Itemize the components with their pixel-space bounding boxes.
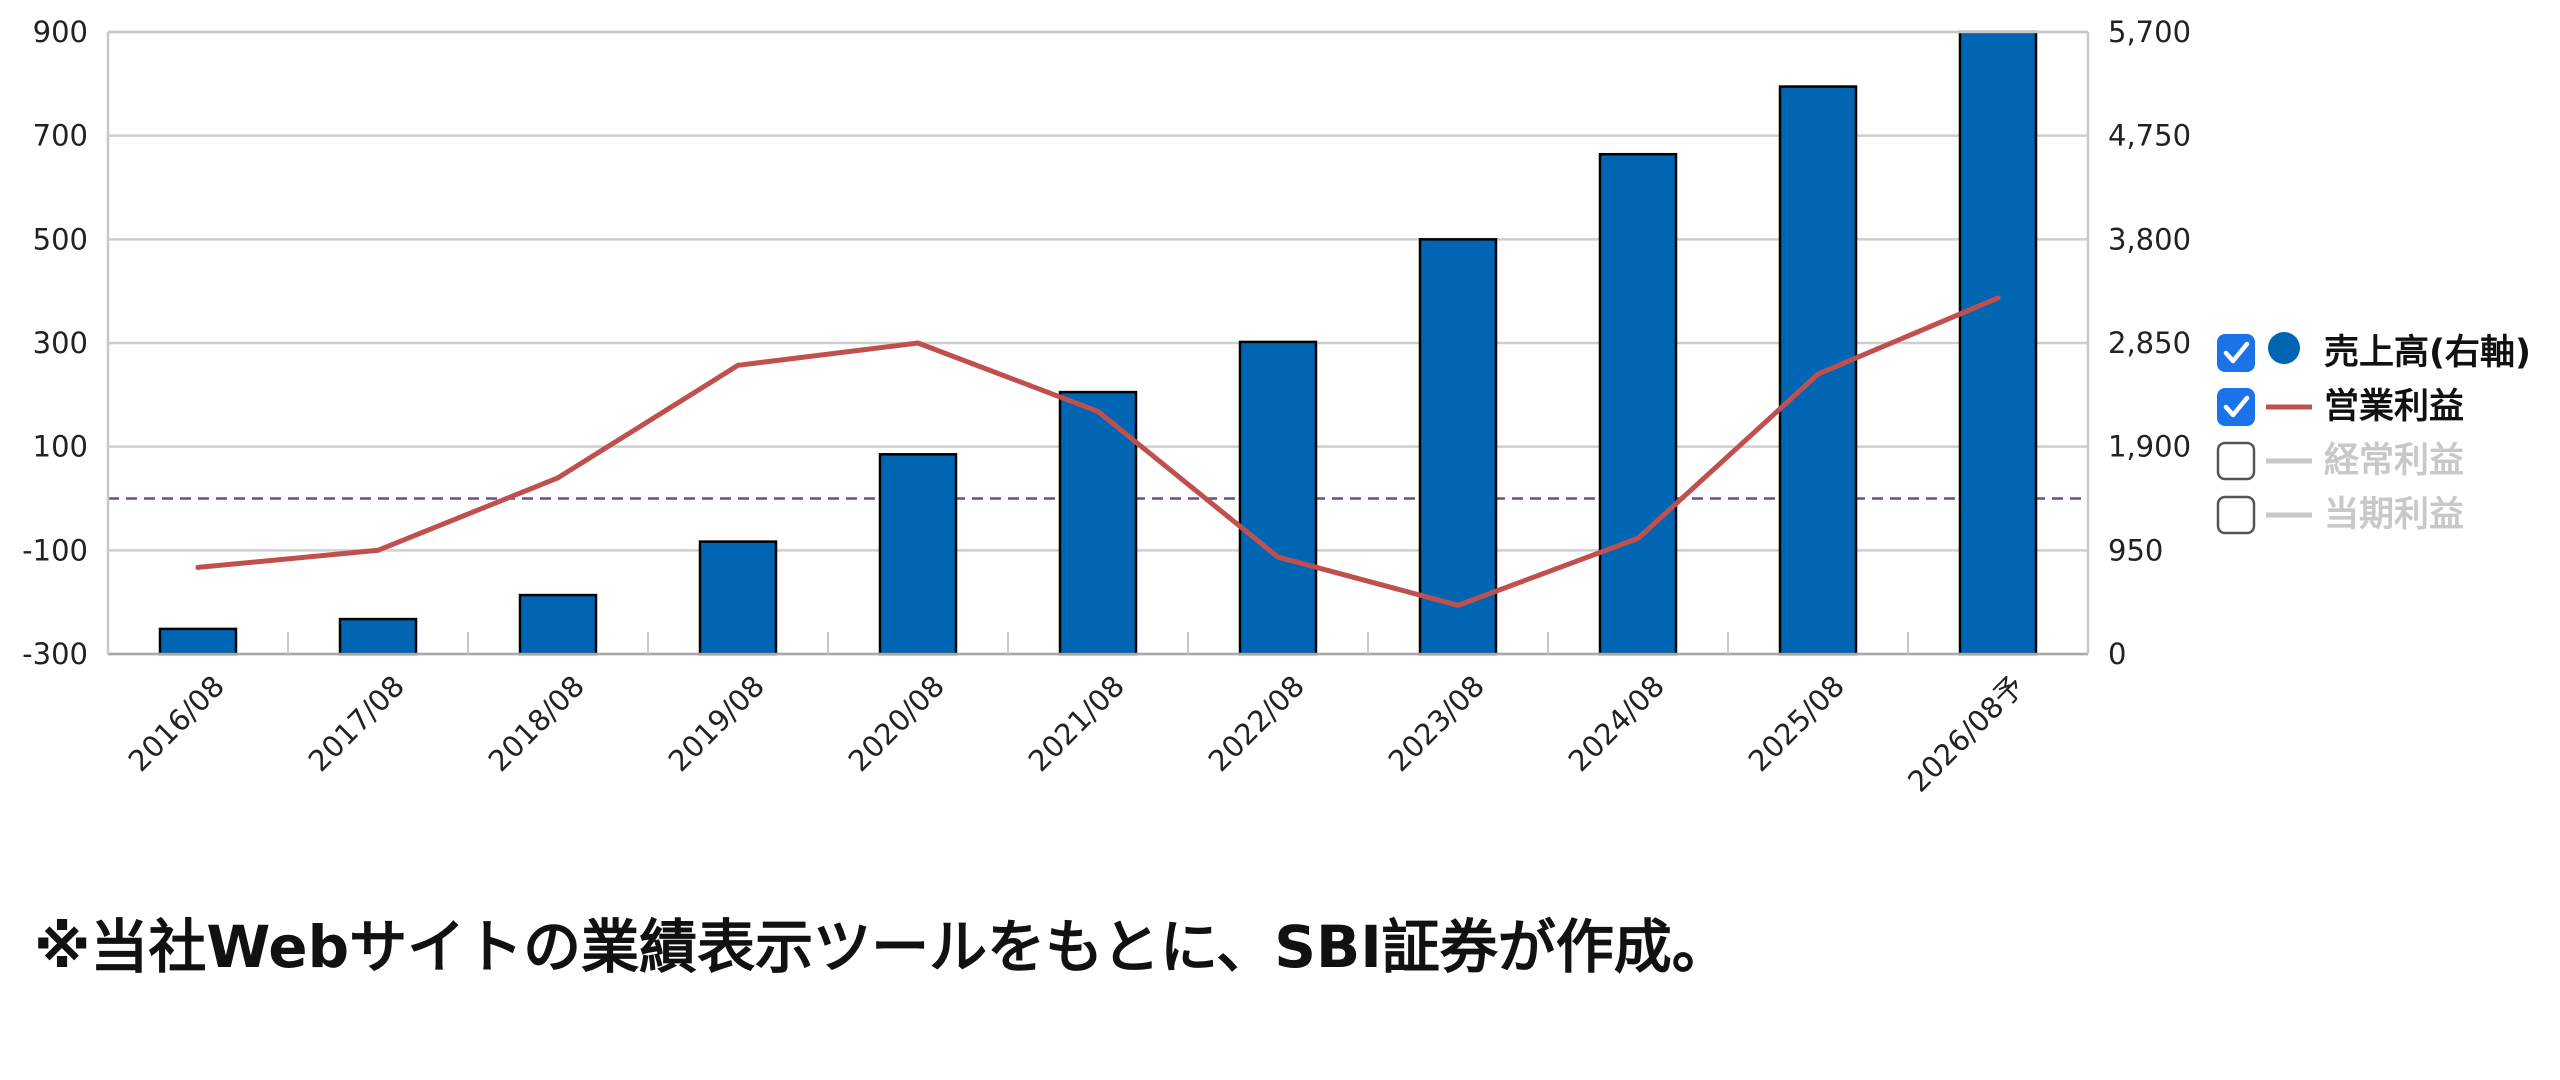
operating-profit-point-2019/08	[735, 362, 741, 368]
x-tick-label: 2018/08	[482, 669, 591, 778]
operating-profit-point-2025/08	[1815, 371, 1821, 377]
x-tick-label: 2016/08	[122, 669, 231, 778]
operating-profit-point-2026/08予	[1995, 295, 2001, 301]
legend-item[interactable]: 売上高(右軸)	[2217, 332, 2531, 373]
sales-bar-2026/08予	[1958, 30, 2038, 656]
right-tick-label: 0	[2108, 637, 2126, 671]
x-tick-label: 2025/08	[1742, 669, 1851, 778]
left-tick-label: 700	[33, 119, 88, 153]
operating-profit-point-2024/08	[1635, 535, 1641, 541]
x-tick-label: 2026/08予	[1901, 669, 2031, 799]
x-tick-label: 2020/08	[842, 669, 951, 778]
sales-bars	[158, 30, 2038, 656]
legend-label: 経常利益	[2324, 441, 2464, 481]
footnote: ※当社Webサイトの業績表示ツールをもとに、SBI証券が作成。	[34, 913, 1730, 981]
x-tick-label: 2023/08	[1382, 669, 1491, 778]
left-tick-label: -100	[22, 533, 88, 567]
left-tick-label: -300	[22, 637, 88, 671]
chart: 900 700 500 300 100 -100 -300 5,700 4,750 3,800 2,…	[22, 15, 2531, 799]
operating-profit-point-2023/08	[1455, 602, 1461, 608]
right-tick-label: 3,800	[2108, 222, 2191, 256]
checkmark-icon	[2223, 341, 2250, 364]
right-tick-label: 4,750	[2108, 119, 2191, 153]
sales-bar-2019/08	[698, 540, 778, 656]
sales-bar-2024/08	[1598, 152, 1678, 656]
operating-profit-point-2017/08	[375, 547, 381, 553]
left-tick-label: 300	[33, 326, 88, 360]
operating-profit-point-2018/08	[555, 475, 561, 481]
checkmark-icon	[2223, 395, 2250, 418]
x-tick-label: 2022/08	[1202, 669, 1311, 778]
sales-bar-2017/08	[338, 617, 418, 656]
x-tick-label: 2019/08	[662, 669, 771, 778]
right-tick-label: 950	[2108, 533, 2163, 567]
legend-checkbox[interactable]	[2216, 495, 2256, 535]
left-tick-label: 100	[33, 430, 88, 464]
operating-profit-point-2021/08	[1095, 408, 1101, 414]
legend-dot-icon	[2268, 332, 2300, 364]
legend-item[interactable]: 営業利益	[2217, 387, 2464, 427]
sales-bar-2023/08	[1418, 238, 1498, 656]
left-tick-label: 900	[33, 15, 88, 49]
right-tick-label: 5,700	[2108, 15, 2191, 49]
sales-bar-2022/08	[1238, 340, 1318, 656]
sales-bar-2020/08	[878, 453, 958, 656]
operating-profit-point-2016/08	[195, 564, 201, 570]
sales-bar-2018/08	[518, 593, 598, 656]
right-tick-label: 1,900	[2108, 430, 2191, 464]
left-tick-label: 500	[33, 222, 88, 256]
sales-bar-2016/08	[158, 627, 238, 656]
operating-profit-point-2022/08	[1275, 554, 1281, 560]
legend-label: 売上高(右軸)	[2324, 333, 2531, 373]
x-tick-label: 2024/08	[1562, 669, 1671, 778]
legend-item[interactable]: 経常利益	[2216, 441, 2464, 481]
legend-checkbox[interactable]	[2217, 388, 2255, 426]
legend-label: 当期利益	[2324, 495, 2464, 535]
sales-bar-2025/08	[1778, 85, 1858, 656]
legend-checkbox[interactable]	[2217, 334, 2255, 372]
legend-item[interactable]: 当期利益	[2216, 495, 2464, 535]
legend-label: 営業利益	[2324, 387, 2464, 427]
x-tick-label: 2017/08	[302, 669, 411, 778]
legend-checkbox[interactable]	[2216, 441, 2256, 481]
operating-profit-point-2020/08	[915, 340, 921, 346]
right-tick-label: 2,850	[2108, 326, 2191, 360]
operating-profit-line	[195, 295, 2001, 608]
x-tick-label: 2021/08	[1022, 669, 1131, 778]
